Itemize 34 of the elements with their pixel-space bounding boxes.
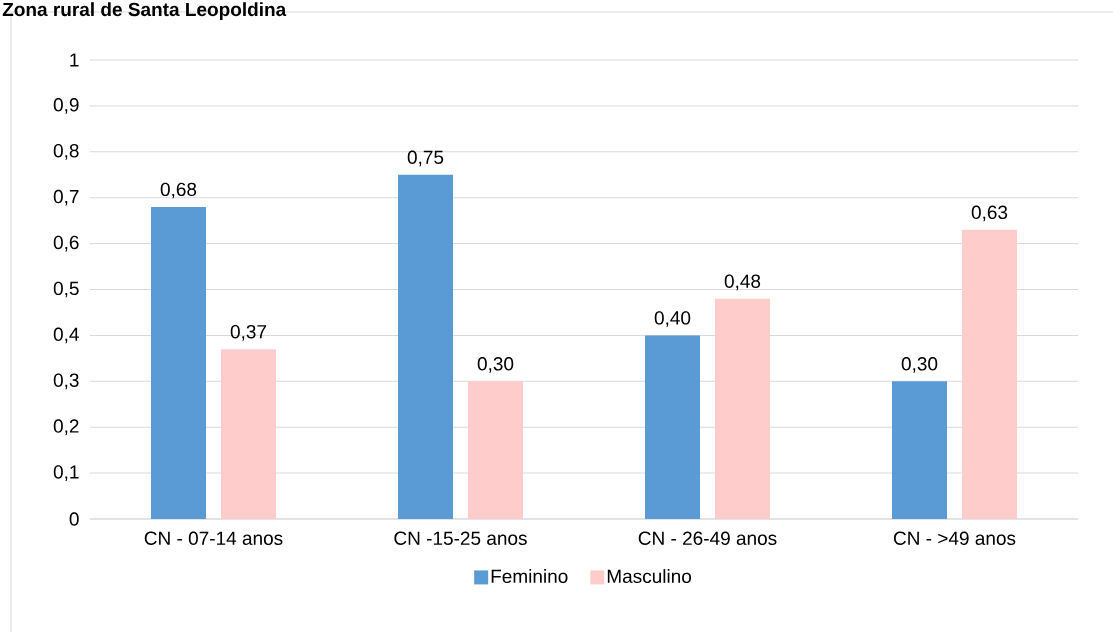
y-tick-label: 0,8 xyxy=(53,143,79,160)
data-label: 0,68 xyxy=(160,182,197,199)
x-tick-label: CN - >49 anos xyxy=(893,531,1016,545)
y-tick-label: 0,7 xyxy=(53,189,79,206)
bar xyxy=(468,381,524,519)
bar xyxy=(715,298,771,519)
bar xyxy=(151,206,206,519)
y-tick-label: 0,9 xyxy=(53,98,79,114)
x-tick-label: CN - 07-14 anos xyxy=(144,531,283,545)
y-tick-label: 0,6 xyxy=(53,235,79,252)
data-label: 0,37 xyxy=(230,324,267,341)
bar xyxy=(221,349,277,519)
data-label: 0,30 xyxy=(477,357,514,373)
bar xyxy=(892,381,948,519)
y-tick-label: 0,4 xyxy=(53,327,79,344)
legend-label: Masculino xyxy=(607,569,692,584)
data-label: 0,40 xyxy=(654,311,691,327)
data-label: 0,63 xyxy=(971,205,1008,222)
legend-label: Feminino xyxy=(491,569,568,584)
y-tick-label: 0,1 xyxy=(53,465,79,481)
bar xyxy=(398,174,453,519)
x-tick-label: CN - 26-49 anos xyxy=(638,531,777,545)
bar xyxy=(645,335,701,519)
y-tick-label: 0 xyxy=(69,512,79,526)
data-label: 0,75 xyxy=(407,150,444,167)
bar xyxy=(962,229,1018,519)
y-tick-label: 1 xyxy=(70,53,79,67)
chart-title: Zona rural de Santa Leopoldina xyxy=(2,2,287,20)
y-tick-label: 0,2 xyxy=(53,419,79,436)
y-tick-label: 0,5 xyxy=(53,281,79,298)
y-tick-label: 0,3 xyxy=(53,373,79,390)
data-label: 0,30 xyxy=(901,357,938,373)
data-label: 0,48 xyxy=(724,274,761,291)
x-tick-label: CN -15-25 anos xyxy=(394,531,527,545)
